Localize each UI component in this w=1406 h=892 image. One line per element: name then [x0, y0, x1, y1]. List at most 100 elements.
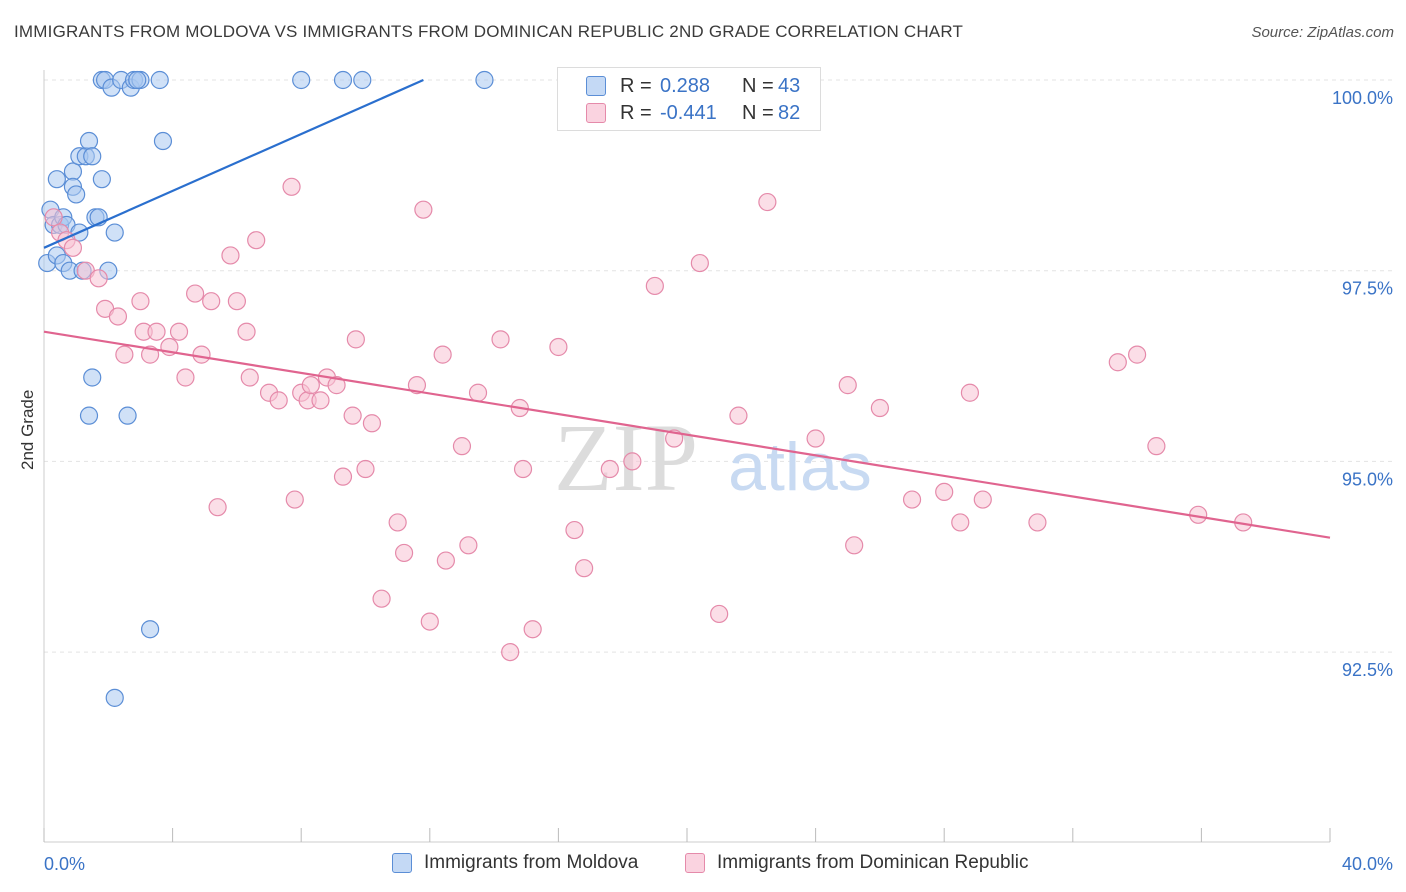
moldova-point [79, 131, 99, 151]
dominican-point [282, 177, 301, 196]
y-axis-label: 2nd Grade [18, 389, 37, 470]
dominican-point [1028, 513, 1047, 532]
dominican-point [523, 620, 542, 639]
moldova-point [292, 70, 311, 90]
dominican-point [951, 513, 970, 532]
dominican-point [131, 292, 150, 311]
dominican-point [549, 337, 568, 357]
x-tick-label: 40.0% [1342, 854, 1393, 874]
dominican-point [414, 200, 433, 219]
dominican-point [343, 406, 362, 425]
moldova-point [83, 147, 102, 166]
dominican-point [870, 398, 890, 418]
dominican-point [501, 642, 520, 662]
legend-n-value: 82 [778, 101, 801, 124]
dominican-point [935, 482, 954, 502]
dominican-point [973, 490, 992, 509]
dominican-point [237, 322, 256, 341]
dominican-point [420, 612, 439, 631]
dominican-point [327, 376, 346, 395]
dominican-point [169, 322, 189, 341]
dominican-legend-swatch [685, 853, 705, 873]
legend-r-label: R = [620, 74, 652, 97]
moldova-point [140, 620, 160, 639]
dominican-point [202, 292, 221, 311]
dominican-point [240, 368, 259, 387]
dominican-point [372, 589, 391, 608]
dominican-point [208, 498, 227, 517]
dominican-point [565, 520, 584, 540]
legend-n-label: N = [742, 101, 774, 124]
y-tick-label: 97.5% [1342, 279, 1393, 299]
gridlines [44, 79, 1392, 653]
dominican-point [63, 238, 83, 257]
dominican-point [176, 368, 195, 387]
dominican-point [108, 307, 128, 326]
chart-source: Source: ZipAtlas.com [1251, 24, 1394, 41]
dominican-trend-line [43, 330, 1331, 539]
dominican-point [710, 604, 729, 624]
dominican-point [362, 414, 382, 433]
dominican-point [575, 559, 594, 578]
dominican-swatch [586, 103, 606, 123]
dominican-point [247, 231, 266, 250]
moldova-point [353, 70, 372, 90]
dominican-point [513, 459, 533, 479]
legend-r-label: R = [620, 101, 652, 124]
moldova-point [105, 688, 124, 707]
moldova-point [83, 368, 102, 387]
moldova-point [128, 70, 147, 90]
dominican-point [960, 383, 980, 402]
dominican-point [269, 391, 288, 410]
dominican-point [645, 276, 664, 296]
legend-row-dominican: R = -0.441 N = 82 [558, 100, 800, 126]
dominican-point [333, 467, 353, 486]
dominican-point [147, 322, 166, 341]
dominican-point [729, 406, 748, 425]
dominican-point [186, 284, 205, 303]
y-tick-label: 95.0% [1342, 469, 1393, 489]
dominican-point [192, 345, 211, 364]
dominican-point [1147, 437, 1166, 456]
moldova-point [333, 70, 353, 90]
moldova-point [153, 131, 173, 151]
dominican-point [407, 376, 427, 395]
legend-item-moldova[interactable]: Immigrants from Moldova [392, 852, 638, 874]
y-tick-label: 92.5% [1342, 660, 1393, 680]
legend-n-value: 43 [778, 74, 801, 97]
correlation-legend: R = 0.288 N = 43 R = -0.441 N = 82 [557, 67, 821, 131]
legend-row-moldova: R = 0.288 N = 43 [558, 73, 800, 99]
dominican-point [388, 513, 407, 532]
moldova-point [67, 185, 86, 204]
series-legend: Immigrants from Moldova Immigrants from … [0, 852, 1406, 878]
moldova-point [47, 170, 66, 189]
moldova-legend-swatch [392, 853, 412, 873]
legend-item-dominican[interactable]: Immigrants from Dominican Republic [685, 852, 1029, 874]
legend-r-value: 0.288 [660, 74, 711, 97]
watermark-atlas: atlas [728, 429, 872, 505]
moldova-swatch [586, 76, 606, 96]
dominican-point [838, 376, 857, 395]
dominican-point [227, 292, 246, 311]
moldova-point [92, 170, 111, 189]
data-points [38, 70, 1253, 707]
moldova-point [79, 406, 99, 425]
dominican-point [346, 330, 365, 349]
moldova-trend-line [43, 78, 424, 249]
dominican-point [221, 246, 240, 265]
dominican-point [89, 269, 108, 288]
dominican-point [301, 376, 320, 395]
legend-r-value: -0.441 [660, 101, 717, 124]
tick-labels: 92.5% 95.0% 97.5% 100.0% 0.0% 40.0% [44, 88, 1393, 874]
dominican-point [311, 391, 330, 410]
dominican-point [285, 490, 304, 509]
dominican-point [690, 253, 709, 273]
moldova-point [63, 162, 83, 181]
dominican-point [845, 536, 864, 555]
moldova-point [105, 223, 124, 242]
legend-item-label: Immigrants from Dominican Republic [717, 852, 1029, 873]
dominican-point [44, 208, 63, 227]
dominican-point [452, 437, 472, 456]
dominican-point [356, 459, 375, 479]
